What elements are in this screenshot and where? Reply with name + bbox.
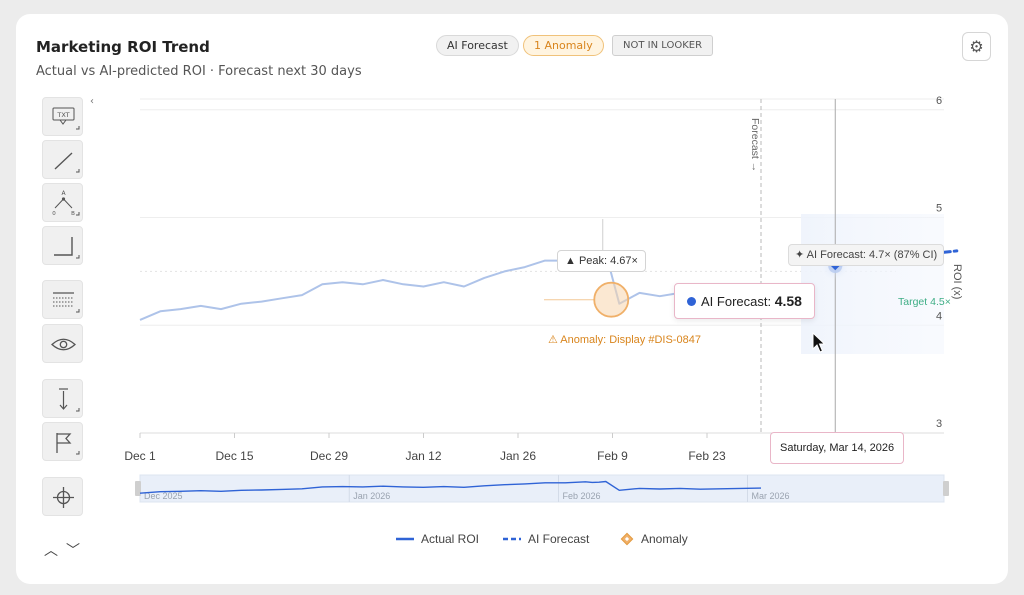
forecast-ci-tooltip: ✦ AI Forecast: 4.7× (87% CI)	[788, 244, 945, 266]
actual-roi-line	[139, 252, 762, 321]
chevron-left-icon: ‹	[90, 96, 94, 107]
dashed-line-icon	[503, 537, 521, 541]
legend-item-actual[interactable]: Actual ROI	[396, 532, 479, 546]
chevron-down-icon: ﹀	[66, 543, 80, 559]
corner-icon	[54, 237, 80, 259]
y-tick-label: 6	[936, 95, 942, 107]
y-tick-label: 4	[936, 310, 942, 322]
navigator-left-handle	[135, 481, 141, 496]
line-tool[interactable]	[42, 140, 83, 179]
hover-value: 4.58	[774, 293, 802, 309]
scroll-down-button[interactable]: ﹀	[66, 540, 80, 560]
x-tick-label: Feb 9	[597, 449, 628, 463]
anomaly-count-badge[interactable]: 1 Anomaly	[523, 35, 604, 56]
tree-icon: A 0 B	[52, 190, 80, 217]
forecast-divider-label: Forecast →	[749, 118, 761, 172]
x-tick-label: Dec 1	[124, 449, 156, 463]
grid-icon	[53, 292, 80, 313]
grid-tool[interactable]	[42, 280, 83, 319]
arrow-down-icon	[59, 388, 80, 412]
crosshair-tool[interactable]	[42, 477, 83, 516]
forecast-confidence-band	[801, 214, 944, 354]
line-icon	[54, 152, 80, 173]
legend-item-forecast[interactable]: AI Forecast	[503, 532, 589, 546]
scroll-up-button[interactable]: ︿	[44, 540, 58, 560]
forecast-band	[801, 214, 944, 354]
y-axis-label: ROI (x)	[951, 264, 963, 299]
eye-icon	[51, 338, 76, 351]
target-label: Target 4.5×	[898, 296, 951, 308]
tree-tool[interactable]: A 0 B	[42, 183, 83, 222]
arrow-down-tool[interactable]	[42, 379, 83, 418]
flag-tool[interactable]	[42, 422, 83, 461]
chart-card: Marketing ROI Trend Actual vs AI-predict…	[16, 14, 1008, 584]
navigator-label: Jan 2026	[353, 491, 390, 501]
svg-text:A: A	[61, 190, 66, 197]
navigator-window	[139, 474, 945, 503]
hover-value-tooltip: AI Forecast: 4.58	[674, 283, 815, 319]
solid-line-icon	[396, 537, 414, 541]
diamond-icon	[620, 532, 634, 546]
svg-text:0: 0	[52, 211, 56, 217]
text-annotation-tool[interactable]: TXT	[42, 97, 83, 136]
x-tick-label: Jan 26	[500, 449, 536, 463]
settings-button[interactable]: ⚙	[962, 32, 991, 61]
navigator-label: Dec 2025	[144, 491, 183, 501]
navigator-right-handle	[943, 481, 949, 496]
legend-anomaly-label: Anomaly	[641, 532, 688, 546]
card-title: Marketing ROI Trend	[36, 38, 210, 56]
card-subtitle: Actual vs AI-predicted ROI · Forecast ne…	[36, 64, 362, 79]
forecast-ci-label: AI Forecast: 4.7× (87% CI)	[806, 249, 938, 261]
visibility-tool[interactable]	[42, 324, 83, 363]
corner-tool[interactable]	[42, 226, 83, 265]
hover-date-tooltip: Saturday, Mar 14, 2026	[770, 432, 905, 464]
legend-forecast-label: AI Forecast	[528, 532, 590, 546]
range-navigator[interactable]: Dec 2025 Jan 2026 Feb 2026 Mar 2026	[135, 474, 949, 503]
crosshair-icon	[53, 487, 74, 508]
anomaly-ring	[593, 281, 630, 318]
forecast-dot-icon	[687, 297, 696, 307]
flag-icon	[56, 433, 80, 455]
svg-text:B: B	[71, 211, 75, 217]
not-in-looker-badge: NOT IN LOOKER	[612, 35, 714, 56]
peak-label: Peak: 4.67×	[578, 255, 638, 267]
navigator-series-line	[139, 480, 762, 494]
peak-tooltip: ▲ Peak: 4.67×	[557, 250, 646, 272]
legend-item-anomaly[interactable]: Anomaly	[620, 532, 688, 547]
text-tool-label: TXT	[56, 111, 69, 119]
mouse-cursor-icon	[812, 332, 826, 353]
y-tick-label: 5	[936, 203, 942, 215]
anomaly-label: ⚠ Anomaly: Display #DIS-0847	[548, 334, 701, 346]
x-tick-label: Dec 15	[215, 449, 253, 463]
gear-icon: ⚙	[969, 37, 984, 56]
x-tick-label: Jan 12	[405, 449, 441, 463]
legend-actual-label: Actual ROI	[421, 532, 480, 546]
navigator-label: Mar 2026	[752, 491, 790, 501]
y-tick-label: 3	[936, 418, 942, 430]
x-tick-label: Dec 29	[310, 449, 348, 463]
text-annotation-icon: TXT	[52, 107, 80, 130]
ai-forecast-badge[interactable]: AI Forecast	[436, 35, 519, 56]
sparkle-icon: ✦	[795, 249, 805, 261]
x-tick-label: Feb 23	[688, 449, 726, 463]
hover-value-prefix: AI Forecast:	[701, 294, 772, 309]
collapse-toolbar-button[interactable]: ‹	[86, 96, 98, 108]
chevron-up-icon: ︿	[44, 543, 58, 559]
roi-chart[interactable]: 3 4 5 6 Dec 1 Dec 15 Dec 29 Jan 12 Jan 26 Feb 9 Fe…	[16, 14, 1008, 584]
navigator-label: Feb 2026	[563, 491, 601, 501]
peak-marker-icon: ▲	[565, 255, 576, 267]
